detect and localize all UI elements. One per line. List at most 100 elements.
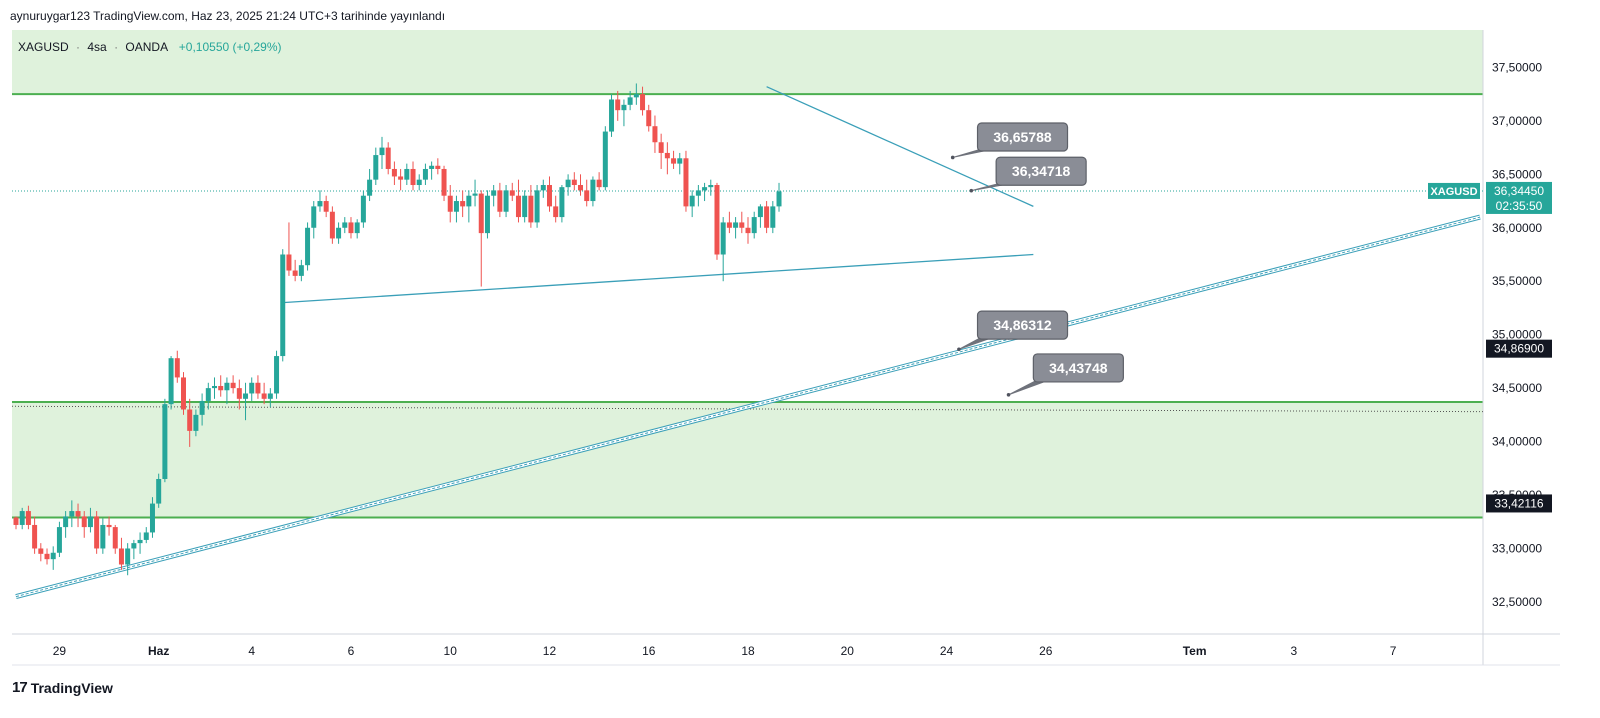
y-tick-label: 32,50000 [1492,595,1542,609]
last-price-badge [1486,181,1552,214]
symbol-bar[interactable]: XAGUSD · 4sa · OANDA +0,10550 (+0,29%) [18,40,282,54]
candle-body [441,168,447,196]
candle-body [212,385,218,389]
interval-label[interactable]: 4sa [87,40,107,54]
candle-body [708,185,714,188]
candle-body [683,158,689,207]
candle-body [317,201,323,207]
candle-body [726,222,732,228]
symbol-name[interactable]: XAGUSD [18,40,69,54]
candle-body [81,516,87,528]
tradingview-logo[interactable]: 17 TradingView [12,679,113,696]
symbol-badge-label: XAGUSD [1430,186,1477,198]
candle-body [32,524,38,549]
candle-body [646,110,652,127]
y-tick-label: 34,00000 [1492,435,1542,449]
candle-body [348,222,354,234]
x-tick-label: 6 [348,644,355,658]
candle-body [168,358,174,405]
candle-body [305,227,311,266]
price-badge: 34,86900 [1486,339,1552,358]
price-callout: 36,34718 [969,156,1087,193]
price-callouts[interactable]: 36,65788 36,34718 34,86312 34,43748 [950,122,1124,397]
candle-body [261,393,267,399]
candle-body [714,185,720,255]
candle-body [329,211,335,239]
candle-body [503,190,509,212]
x-tick-label: 7 [1390,644,1397,658]
level-price-label: 33,42116 [1494,496,1543,510]
candle-body [466,195,472,207]
candle-body [292,270,298,276]
chart-frame [12,30,1560,666]
price-badge: 33,42116 [1486,494,1552,513]
candle-body [757,206,763,218]
candle-body [484,195,490,234]
x-tick-label: 4 [248,644,255,658]
candle-body [360,195,366,223]
x-tick-label: 20 [841,644,855,658]
candle-body [156,478,162,504]
candle-body [149,503,155,533]
candle-body [38,548,44,554]
candle-body [280,254,286,357]
price-zones [12,30,1483,519]
candle-body [522,195,528,218]
candle-body [621,104,627,111]
candle-body [50,552,56,560]
candle-body [652,126,658,143]
candle-body [298,265,304,276]
candle-body [733,222,739,228]
y-tick-label: 33,00000 [1492,541,1542,555]
candle-body [75,511,81,517]
callout-box [1032,353,1124,383]
candle-body [131,543,137,549]
candle-body [671,158,677,164]
candle-body [385,147,391,169]
callout-box [995,156,1087,186]
candle-body [770,206,776,228]
candle-body [590,179,596,202]
candle-body [546,185,552,207]
candle-body [354,222,360,234]
x-axis[interactable]: 29 Haz 4 6 10 12 16 18 20 24 26 Tem 3 7 [53,644,1397,658]
candle-body [540,185,546,191]
candle-body [311,206,317,228]
candle-body [633,94,639,98]
candle-body [367,179,373,196]
candle-body [63,516,69,528]
candle-body [398,176,404,180]
candle-body [453,201,459,212]
trend-lines[interactable] [15,86,1481,600]
publish-header: aynuruygar123 TradingView.com, Haz 23, 2… [10,9,445,23]
x-tick-label: Tem [1183,644,1207,658]
candle-body [69,511,75,517]
x-tick-label: 29 [53,644,67,658]
x-tick-label: 12 [543,644,557,658]
candle-body [162,404,168,479]
candle-body [528,195,534,223]
candle-body [255,382,261,394]
candle-body [218,385,224,391]
candle-body [25,511,31,525]
candle-body [236,388,242,399]
y-tick-label: 35,50000 [1492,274,1542,288]
candle-body [199,400,205,415]
candle-body [677,158,683,164]
callout-label: 36,34718 [1012,163,1071,179]
callout-label: 36,65788 [993,129,1052,145]
callout-box [976,122,1069,152]
candle-body [243,393,249,399]
x-tick-label: 3 [1291,644,1298,658]
callout-anchor-dot [969,188,974,193]
candle-body [602,131,608,188]
candle-body [106,524,112,528]
candle-body [565,179,571,188]
candle-body [336,227,342,239]
y-axis[interactable]: 37,50000 37,00000 36,50000 36,00000 35,50000… [1492,60,1542,609]
change-label: +0,10550 (+0,29%) [179,40,282,54]
candle-body [596,179,602,188]
y-tick-label: 37,00000 [1492,114,1542,128]
publish-line: aynuruygar123 TradingView.com, Haz 23, 2… [10,9,446,23]
